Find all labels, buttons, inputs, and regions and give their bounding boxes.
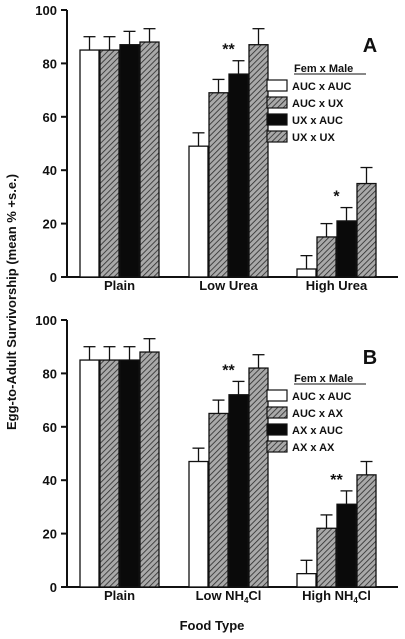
legend-label: AUC x AX — [292, 408, 344, 420]
bar-plain-auc-x-ax — [99, 359, 120, 588]
legend-label: UX x UX — [292, 132, 335, 144]
bar-low-urea-auc-x-auc — [188, 145, 209, 278]
bar-plain-auc-x-auc — [79, 49, 100, 278]
legend-label: AX x AUC — [292, 425, 343, 437]
x-tick-label: Low Urea — [199, 278, 258, 293]
y-tick-label: 60 — [43, 110, 57, 125]
bar-low-urea-ux-x-auc — [228, 73, 249, 278]
legend-swatch — [266, 389, 288, 402]
y-tick-label: 80 — [43, 366, 57, 381]
bar-plain-auc-x-ux — [99, 49, 120, 278]
y-tick-label: 60 — [43, 420, 57, 435]
y-tick-label: 40 — [43, 163, 57, 178]
legend-label: AUC x AUC — [292, 81, 352, 93]
y-tick-label: 80 — [43, 56, 57, 71]
bar-low-nh4cl-ax-x-auc — [228, 394, 249, 588]
significance-annotation: ** — [222, 362, 235, 379]
y-tick-label: 20 — [43, 527, 57, 542]
y-tick-label: 40 — [43, 473, 57, 488]
legend-swatch — [266, 113, 288, 126]
x-axis-label: Food Type — [180, 618, 245, 633]
y-tick-label: 100 — [35, 313, 57, 328]
bar-low-nh4cl-auc-x-auc — [188, 460, 209, 588]
bar-low-nh4cl-auc-x-ax — [208, 412, 229, 588]
legend-swatch — [266, 96, 288, 109]
panel-label: A — [363, 35, 377, 57]
significance-annotation: * — [333, 189, 340, 206]
legend-label: AUC x AUC — [292, 391, 352, 403]
bar-low-urea-auc-x-ux — [208, 92, 229, 278]
bar-high-nh4cl-ax-x-auc — [336, 503, 357, 588]
y-tick-label: 100 — [35, 3, 57, 18]
bar-plain-ax-x-auc — [119, 359, 140, 588]
bar-high-urea-ux-x-auc — [336, 220, 357, 278]
bar-high-nh4cl-ax-x-ax — [356, 474, 377, 588]
legend-swatch — [266, 130, 288, 143]
x-tick-label: Low NH4Cl — [196, 588, 262, 605]
legend-label: UX x AUC — [292, 115, 343, 127]
legend-swatch — [266, 406, 288, 419]
significance-annotation: ** — [222, 42, 235, 59]
y-tick-label: 20 — [43, 217, 57, 232]
bar-low-urea-ux-x-ux — [248, 44, 269, 278]
legend-label: AX x AX — [292, 442, 335, 454]
legend-title: Fem x Male — [294, 373, 353, 385]
bar-high-nh4cl-auc-x-auc — [296, 573, 317, 588]
y-tick-label: 0 — [50, 270, 57, 285]
significance-annotation: ** — [330, 472, 343, 489]
legend-swatch — [266, 423, 288, 436]
x-tick-label: High Urea — [306, 278, 368, 293]
x-tick-label: High NH4Cl — [302, 588, 371, 605]
bar-high-urea-auc-x-auc — [296, 268, 317, 278]
bar-high-urea-auc-x-ux — [316, 236, 337, 278]
bar-low-nh4cl-ax-x-ax — [248, 367, 269, 588]
panel-b-chart: 0 20 40 60 80 100 Plain Low NH4Cl High NH4Cl ** **… — [35, 313, 398, 605]
bar-plain-auc-x-auc — [79, 359, 100, 588]
x-tick-label: Plain — [104, 588, 135, 603]
bar-plain-ux-x-ux — [139, 41, 160, 278]
y-tick-label: 0 — [50, 580, 57, 595]
legend-swatch — [266, 440, 288, 453]
legend-label: AUC x UX — [292, 98, 344, 110]
bar-high-urea-ux-x-ux — [356, 182, 377, 278]
y-axis-label: Egg-to-Adult Survivorship (mean % +s.e.) — [4, 174, 19, 430]
panel-label: B — [363, 347, 377, 369]
bar-plain-ax-x-ax — [139, 351, 160, 588]
legend-swatch — [266, 79, 288, 92]
x-tick-label: Plain — [104, 278, 135, 293]
legend-title: Fem x Male — [294, 63, 353, 75]
bar-plain-ux-x-auc — [119, 44, 140, 278]
bar-high-nh4cl-auc-x-ax — [316, 527, 337, 588]
